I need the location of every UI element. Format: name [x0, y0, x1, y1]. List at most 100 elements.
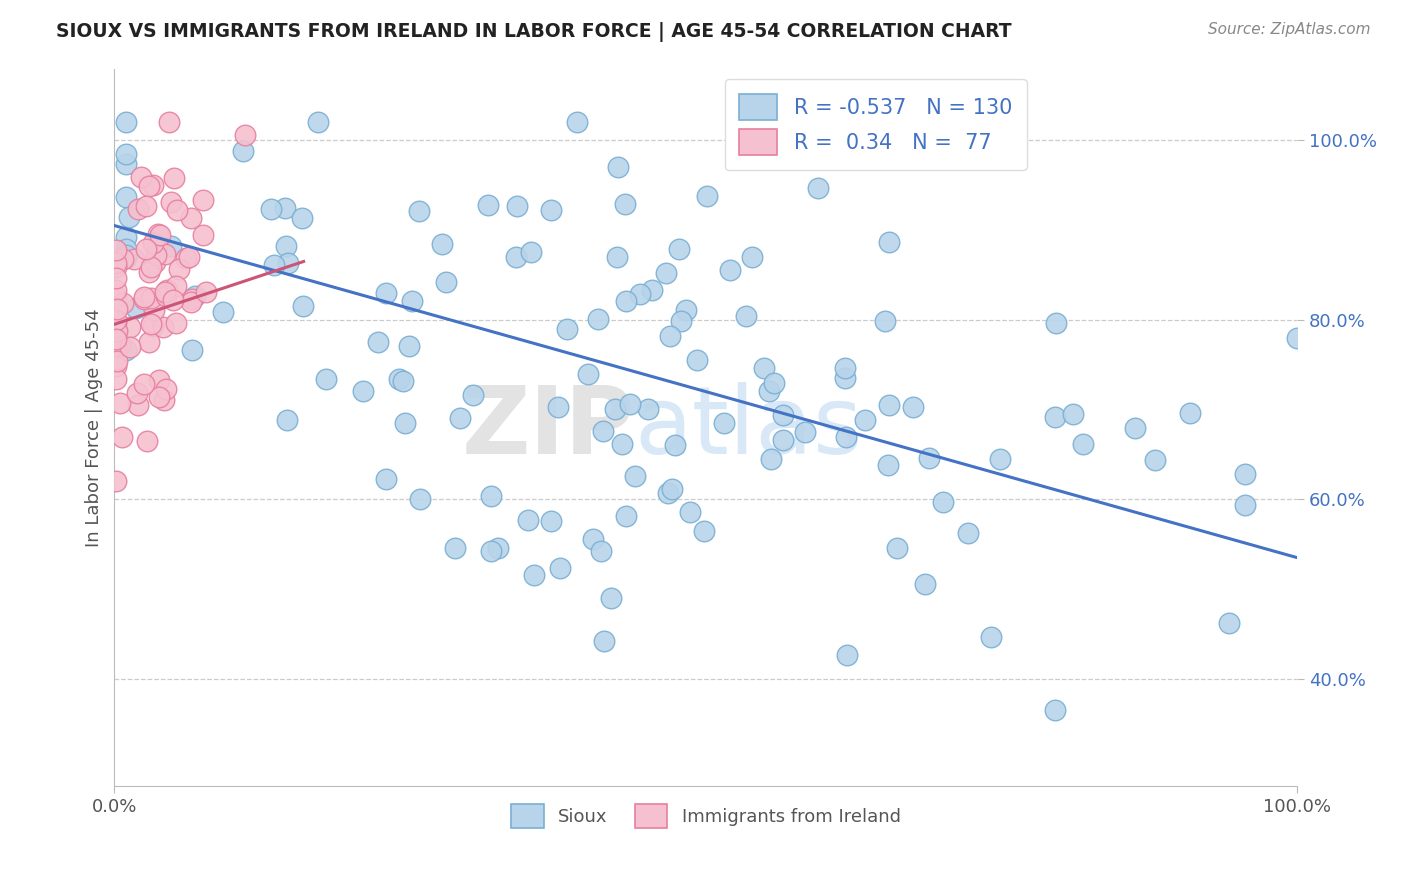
Point [877, 235, 900, 249]
Point [104, 271, 127, 285]
Point [138, 179, 160, 194]
Point [194, 285, 217, 299]
Point [486, 541, 509, 555]
Point [142, 236, 165, 251]
Point [540, 202, 562, 217]
Point [374, 285, 396, 300]
Point [582, 532, 605, 546]
Point [146, 227, 169, 241]
Point [145, 255, 167, 269]
Point [661, 482, 683, 496]
Point [104, 474, 127, 488]
Point [165, 278, 187, 293]
Point [664, 438, 686, 452]
Point [105, 354, 128, 368]
Point [637, 401, 659, 416]
Point [686, 352, 709, 367]
Text: Source: ZipAtlas.com: Source: ZipAtlas.com [1208, 22, 1371, 37]
Point [104, 290, 127, 304]
Point [260, 202, 283, 216]
Point [115, 251, 138, 265]
Point [834, 371, 856, 385]
Point [292, 299, 315, 313]
Point [191, 228, 214, 243]
Point [163, 170, 186, 185]
Point [157, 115, 180, 129]
Point [519, 245, 541, 260]
Point [232, 145, 254, 159]
Point [806, 181, 828, 195]
Point [1218, 616, 1240, 631]
Point [104, 359, 127, 373]
Point [104, 283, 127, 297]
Point [610, 437, 633, 451]
Point [149, 227, 172, 242]
Point [606, 250, 628, 264]
Point [104, 338, 127, 352]
Point [135, 199, 157, 213]
Point [641, 283, 664, 297]
Point [115, 157, 138, 171]
Point [212, 305, 235, 319]
Point [115, 115, 138, 129]
Point [619, 397, 641, 411]
Point [879, 398, 901, 412]
Point [523, 568, 546, 582]
Point [762, 376, 785, 391]
Point [180, 211, 202, 225]
Point [142, 319, 165, 334]
Text: atlas: atlas [636, 382, 863, 474]
Point [401, 293, 423, 308]
Point [668, 242, 690, 256]
Point [118, 340, 141, 354]
Point [741, 250, 763, 264]
Point [104, 313, 127, 327]
Text: ZIP: ZIP [463, 382, 636, 474]
Point [145, 248, 167, 262]
Point [174, 252, 197, 266]
Point [148, 390, 170, 404]
Point [1178, 406, 1201, 420]
Point [165, 316, 187, 330]
Point [835, 430, 858, 444]
Point [136, 434, 159, 448]
Point [115, 242, 138, 256]
Point [155, 285, 177, 300]
Point [391, 374, 413, 388]
Point [752, 361, 775, 376]
Point [290, 211, 312, 225]
Point [592, 424, 614, 438]
Point [104, 260, 127, 275]
Point [274, 202, 297, 216]
Point [1043, 703, 1066, 717]
Point [679, 505, 702, 519]
Point [1045, 316, 1067, 330]
Point [148, 373, 170, 387]
Point [901, 400, 924, 414]
Point [139, 317, 162, 331]
Point [104, 372, 127, 386]
Point [671, 314, 693, 328]
Point [657, 486, 679, 500]
Point [388, 372, 411, 386]
Point [606, 160, 628, 174]
Point [980, 631, 1002, 645]
Point [115, 190, 138, 204]
Point [125, 386, 148, 401]
Point [600, 591, 623, 605]
Point [139, 291, 162, 305]
Point [152, 319, 174, 334]
Point [134, 377, 156, 392]
Point [105, 301, 128, 316]
Point [565, 115, 588, 129]
Point [115, 250, 138, 264]
Point [614, 293, 637, 308]
Point [655, 266, 678, 280]
Point [160, 194, 183, 209]
Point [877, 458, 900, 472]
Point [834, 360, 856, 375]
Point [167, 262, 190, 277]
Point [696, 189, 718, 203]
Point [449, 410, 471, 425]
Point [576, 367, 599, 381]
